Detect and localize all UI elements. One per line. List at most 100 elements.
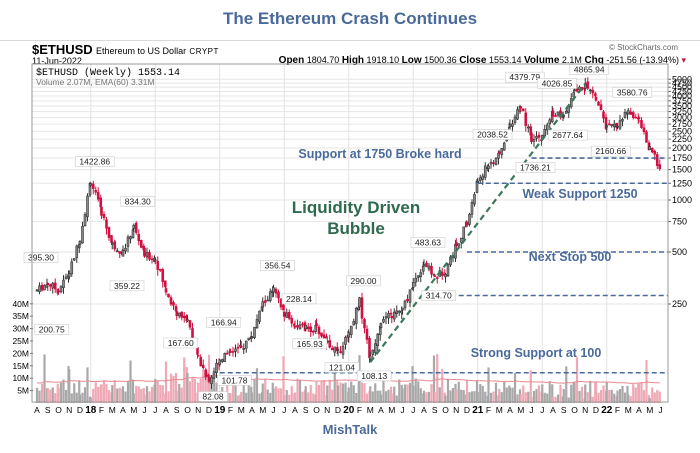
x-tick-label: O (571, 405, 578, 415)
price-label: 166.94 (211, 317, 237, 327)
volume-bar (433, 392, 436, 403)
candle-body (535, 135, 538, 139)
volume-bar (264, 378, 267, 403)
candle-body (124, 247, 127, 252)
volume-bar (304, 386, 307, 403)
candle-body (35, 289, 39, 292)
price-label-box (410, 237, 446, 248)
candle-body (118, 251, 122, 254)
candle-body (126, 236, 130, 247)
price-label-box (547, 129, 588, 141)
candle-body (573, 89, 576, 92)
x-tick-label: N (582, 405, 588, 415)
candle-body (586, 81, 590, 89)
candle-body (225, 352, 229, 355)
volume-bar (131, 379, 135, 403)
volume-bar (355, 392, 358, 403)
volume-bar (513, 372, 517, 403)
volume-bar (559, 384, 562, 403)
volume-bar (269, 392, 272, 403)
legend-price: $ETHUSD (Weekly) 1553.14 (36, 67, 180, 79)
candle-body (78, 241, 82, 245)
price-label-box (292, 338, 328, 350)
price-label-box (281, 293, 317, 305)
x-tick-label: S (432, 405, 438, 415)
volume-bar (331, 389, 334, 403)
candle-body (347, 332, 351, 338)
candle-body (583, 83, 587, 89)
candle-body (169, 297, 173, 305)
exchange: CRYPT (189, 47, 219, 56)
candle-body (218, 359, 222, 365)
price-label: 1422.86 (79, 157, 110, 167)
candle-body (475, 180, 479, 193)
price-label: 2038.52 (477, 130, 508, 140)
volume-bar (118, 387, 121, 403)
candle-body (62, 279, 65, 288)
symbol-header: $ETHUSD Ethereum to US Dollar CRYPT (32, 42, 219, 57)
volume-bar (505, 387, 508, 403)
volume-bar (234, 383, 237, 403)
candle-body (304, 324, 308, 329)
volume-bar (312, 393, 315, 403)
volume-bar (62, 379, 65, 403)
candle-body (360, 297, 364, 319)
volume-bar (344, 382, 347, 403)
x-tick-label: J (540, 405, 544, 415)
volume-bar (255, 368, 259, 403)
candle-body (296, 325, 299, 328)
candle-body (253, 326, 256, 339)
candle-body (38, 285, 41, 293)
candle-body (476, 181, 480, 183)
price-label-box (163, 337, 199, 349)
volume-bar (449, 390, 452, 403)
x-tick-label: N (195, 405, 201, 415)
volume-bar (296, 378, 299, 403)
volume-bar (632, 384, 635, 403)
volume-bar (107, 390, 111, 403)
candle-body (352, 321, 356, 326)
volume-bar (100, 384, 103, 403)
candle-body (341, 345, 345, 355)
candle-body (421, 265, 425, 272)
volume-bar (315, 381, 318, 403)
volume-bar (183, 357, 186, 403)
volume-bar (83, 387, 87, 403)
volume-tick-label: 20M (12, 348, 29, 358)
volume-bar (81, 392, 84, 403)
candle-body (416, 275, 420, 278)
x-tick-label: 18 (85, 405, 97, 416)
price-label-box (346, 275, 381, 287)
candle-body (430, 266, 433, 275)
volume-bar (541, 384, 544, 403)
y-tick-label: 250 (672, 299, 687, 309)
x-tick-label: N (453, 405, 459, 415)
price-label: 167.60 (168, 338, 194, 348)
down-arrow-icon: ▾ (681, 55, 686, 65)
volume-tick-label: 35M (12, 311, 29, 321)
x-tick-label: 20 (343, 405, 355, 416)
candle-body (163, 280, 167, 287)
volume-bar (535, 389, 538, 403)
candle-body (588, 89, 592, 92)
volume-bar (283, 395, 286, 403)
volume-bar (57, 387, 60, 403)
candle-body (551, 110, 555, 117)
volume-bar (412, 385, 415, 403)
volume-bar (578, 391, 581, 403)
volume-bar (347, 387, 350, 403)
volume-bar (339, 382, 342, 403)
candle-body (75, 245, 79, 259)
x-tick-label: A (507, 405, 513, 415)
volume-bar (290, 386, 293, 403)
candle-body (435, 277, 439, 279)
volume-bar (43, 354, 46, 403)
candle-body (196, 355, 200, 357)
candle-body (48, 284, 52, 287)
volume-bar (562, 388, 565, 403)
candle-body (607, 123, 611, 126)
volume-bar (422, 390, 426, 403)
candle-body (602, 111, 605, 119)
candle-body (239, 345, 243, 348)
candle-body (397, 310, 401, 313)
